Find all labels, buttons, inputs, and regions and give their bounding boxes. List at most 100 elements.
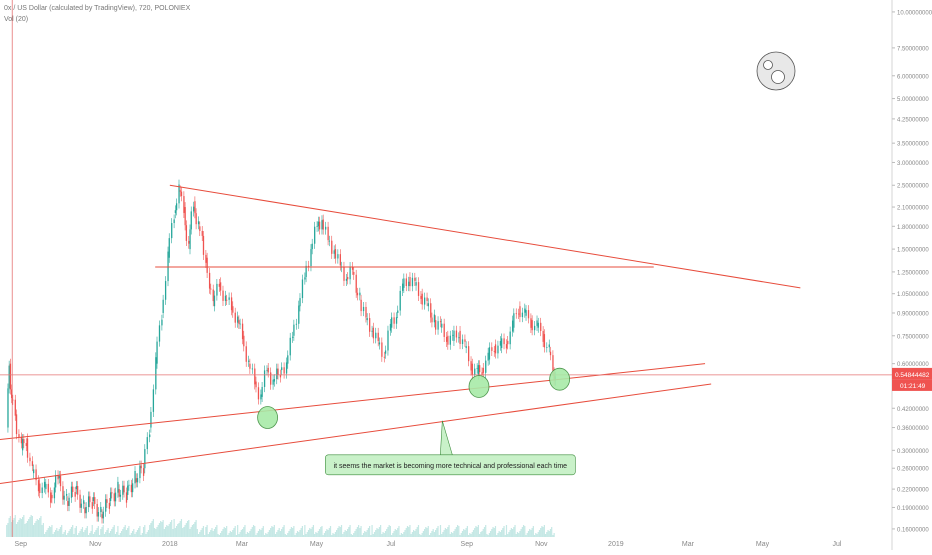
volume-bar: [299, 530, 301, 537]
volume-bar: [119, 533, 121, 537]
volume-bar: [463, 529, 465, 537]
volume-bar: [227, 535, 229, 537]
volume-bar: [177, 524, 179, 537]
volume-bar: [83, 532, 85, 537]
volume-bar: [281, 529, 283, 537]
candle-body: [254, 368, 256, 385]
candle-body: [343, 266, 345, 281]
candle-body: [230, 297, 233, 311]
volume-bar: [257, 531, 260, 537]
volume-bar: [200, 530, 202, 537]
volume-bar: [74, 528, 76, 537]
candle-body: [175, 203, 178, 211]
candle-body: [125, 492, 128, 503]
volume-bar: [94, 532, 96, 537]
candle-body: [507, 340, 509, 345]
candle-body: [76, 485, 79, 495]
volume-bar: [228, 533, 230, 537]
pivot-marker[interactable]: [468, 375, 490, 398]
candle-body: [439, 321, 442, 323]
volume-bar: [163, 529, 165, 537]
lower-support-line[interactable]: [0, 383, 712, 485]
candle-body: [232, 306, 234, 313]
volume-bar: [386, 529, 388, 537]
volume-bar: [210, 530, 212, 537]
candle-body: [482, 367, 484, 373]
upper-trendline[interactable]: [169, 184, 801, 289]
volume-bar: [245, 534, 247, 537]
volume-bar: [169, 522, 172, 537]
pivot-marker[interactable]: [257, 406, 279, 429]
volume-bar: [202, 526, 205, 537]
volume-bar: [241, 529, 244, 537]
volume-bar: [144, 525, 146, 537]
candle-body: [455, 330, 458, 338]
volume-bar: [78, 533, 80, 537]
face-eye-left-icon: [763, 60, 773, 70]
symbol-label: 0x / US Dollar (calculated by TradingVie…: [4, 5, 191, 12]
pivot-marker[interactable]: [549, 367, 571, 391]
candle-body: [243, 335, 245, 347]
candle-body: [524, 308, 526, 313]
volume-bar: [516, 532, 519, 537]
volume-bar: [18, 520, 20, 537]
callout-box[interactable]: [325, 454, 576, 476]
candle-body: [228, 297, 230, 300]
volume-bar: [433, 532, 435, 537]
callout-pointer: [440, 420, 453, 456]
candle-body: [521, 312, 524, 318]
volume-bar: [354, 531, 356, 537]
candle-body: [162, 299, 164, 313]
volume-bar: [107, 528, 109, 537]
candle-body: [57, 475, 59, 480]
candle-body: [327, 226, 329, 241]
upper-support-line[interactable]: [0, 363, 706, 447]
volume-bar: [485, 525, 487, 537]
candle-body: [426, 297, 428, 302]
candle-body: [334, 249, 337, 259]
volume-bar: [128, 526, 130, 537]
volume-bar: [532, 526, 534, 537]
y-tick-label: 3.50000000: [897, 142, 929, 148]
candle-body: [135, 478, 137, 483]
volume-bar: [36, 519, 38, 537]
candle-body: [53, 487, 56, 499]
volume-bar: [106, 530, 108, 537]
volume-bar: [138, 528, 140, 537]
candle-body: [530, 318, 532, 328]
volume-bar: [153, 528, 156, 537]
candle-body: [383, 356, 385, 358]
candle-body: [184, 207, 186, 226]
candle-body: [345, 278, 348, 281]
candle-body: [84, 507, 86, 514]
volume-bar: [194, 522, 196, 537]
volume-bar: [69, 529, 71, 537]
volume-bar: [371, 525, 373, 537]
volume-bar: [527, 531, 530, 537]
candle-body: [12, 399, 14, 401]
volume-bar: [332, 533, 334, 537]
volume-bar: [420, 535, 422, 537]
candle-body: [96, 503, 98, 517]
volume-bar: [161, 522, 163, 537]
volume-bar: [500, 530, 503, 537]
volume-bar: [337, 528, 339, 537]
volume-bar: [409, 525, 411, 537]
volume-bar: [339, 527, 341, 537]
candle-body: [63, 495, 65, 500]
volume-bar: [421, 533, 423, 537]
last-price-label: 0.54844482: [895, 372, 930, 379]
candle-body: [531, 320, 533, 331]
volume-bar: [150, 523, 152, 537]
volume-bar: [124, 525, 126, 537]
candle-body: [321, 220, 323, 230]
candle-body: [317, 221, 319, 227]
volume-bar: [133, 529, 135, 537]
volume-bar: [164, 527, 167, 537]
volume-bar: [328, 528, 330, 537]
volume-bar: [12, 520, 14, 537]
volume-bar: [437, 526, 439, 537]
volume-bar: [442, 532, 444, 537]
